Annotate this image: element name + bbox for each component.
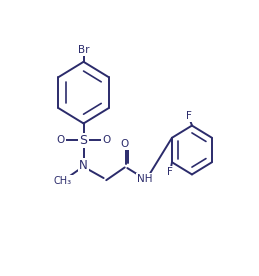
Text: O: O xyxy=(56,136,64,145)
Text: S: S xyxy=(80,134,88,147)
Text: NH: NH xyxy=(137,174,153,184)
Text: N: N xyxy=(79,160,88,172)
Text: F: F xyxy=(167,167,173,177)
Text: CH₃: CH₃ xyxy=(53,176,71,187)
Text: O: O xyxy=(121,139,129,149)
Text: O: O xyxy=(103,136,111,145)
Text: F: F xyxy=(186,111,192,121)
Text: Br: Br xyxy=(78,45,89,55)
